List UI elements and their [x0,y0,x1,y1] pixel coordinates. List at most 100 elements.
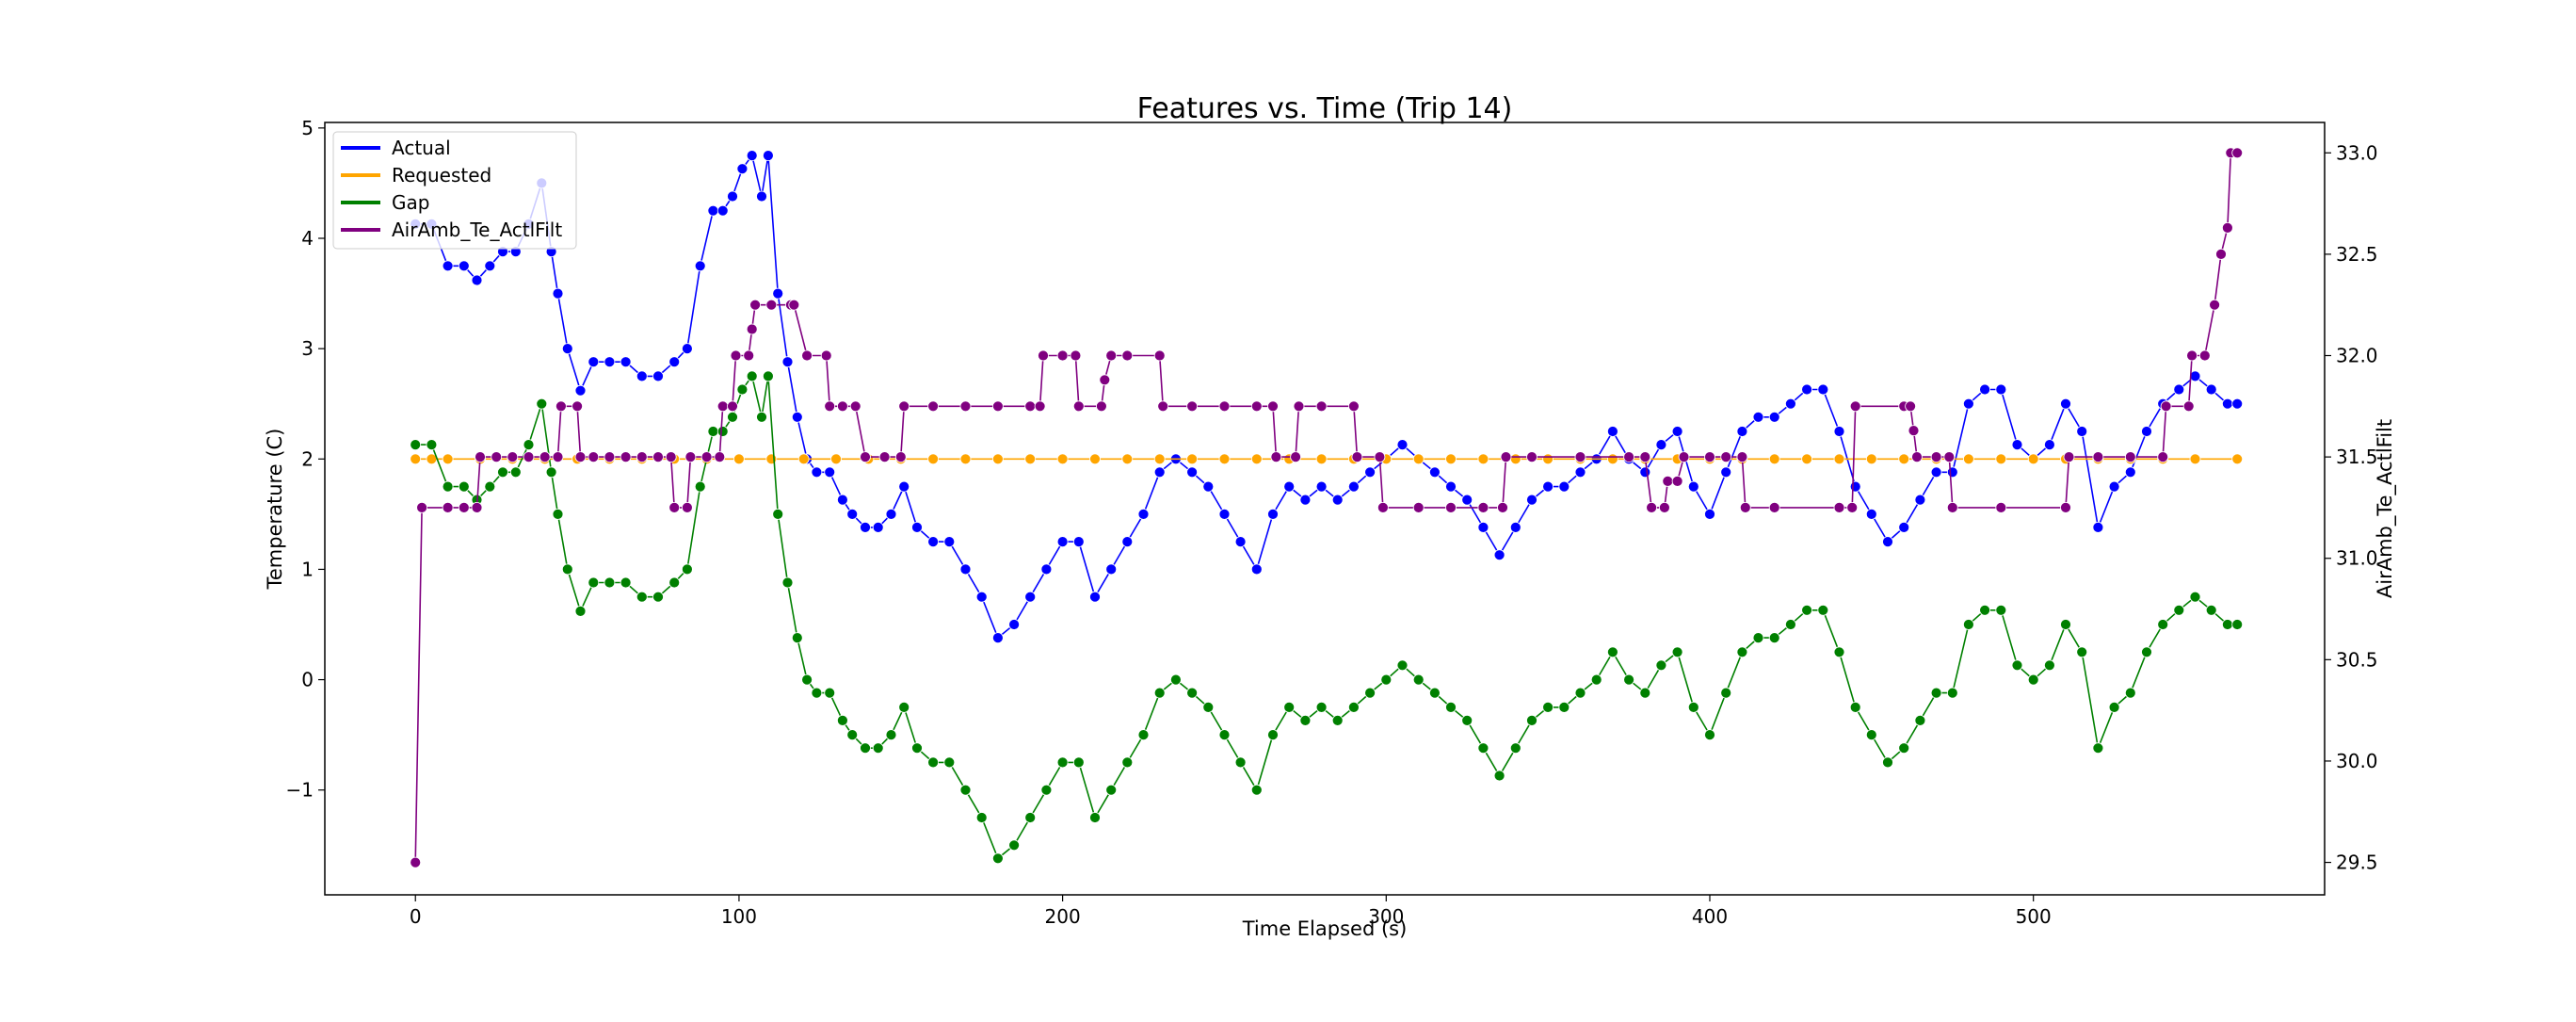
data-point-gap [682,563,693,576]
data-point-actual [471,274,483,286]
data-point-airamb-te-actlfilt [927,400,939,413]
data-point-airamb-te-actlfilt [1768,502,1780,513]
data-point-airamb-te-actlfilt [507,451,519,463]
data-point-gap [1364,687,1376,699]
data-point-actual [1315,480,1328,493]
data-point-airamb-te-actlfilt [1348,400,1360,413]
data-point-gap [2205,604,2217,616]
data-point-gap [1445,702,1457,713]
data-point-airamb-te-actlfilt [1911,451,1923,463]
data-point-gap [911,742,923,754]
data-point-gap [1817,604,1829,616]
data-point-airamb-te-actlfilt [539,451,551,463]
data-point-actual [1607,426,1618,437]
data-point-gap [1412,673,1425,686]
data-point-gap [1785,619,1796,630]
data-point-gap [1396,659,1409,672]
data-point-actual [1930,466,1942,479]
data-point-requested [1768,453,1780,465]
data-point-gap [746,370,758,382]
y-tick-label: 3 [301,337,314,360]
data-point-gap [1962,619,1974,630]
legend-box [332,131,577,250]
data-point-actual [763,150,774,162]
data-point-airamb-te-actlfilt [1096,400,1107,413]
data-point-gap [2231,619,2244,630]
chart-title: Features vs. Time (Trip 14) [1137,92,1513,125]
data-point-airamb-te-actlfilt [684,451,697,463]
data-point-actual [668,356,681,368]
data-point-gap [2157,619,2169,630]
series-line-actual [415,154,2238,640]
data-point-actual [2124,466,2136,479]
data-point-gap [1283,702,1296,713]
data-point-actual [2108,480,2120,493]
data-point-requested [1153,453,1166,465]
data-point-actual [1720,466,1732,479]
data-point-airamb-te-actlfilt [849,400,861,413]
data-point-airamb-te-actlfilt [1736,451,1748,463]
data-point-requested [2027,453,2039,465]
data-point-gap [2060,619,2071,630]
data-point-airamb-te-actlfilt [471,502,483,513]
data-point-airamb-te-actlfilt [730,349,742,362]
data-point-actual [1849,480,1861,493]
data-point-airamb-te-actlfilt [491,451,503,463]
data-point-gap [716,426,729,437]
data-point-airamb-te-actlfilt [1034,400,1046,413]
data-point-gap [1186,687,1198,699]
data-point-airamb-te-actlfilt [1290,451,1301,463]
data-point-actual [811,466,823,479]
data-point-gap [2221,619,2233,630]
data-point-actual [992,632,1004,643]
y-tick-label: 0 [301,669,314,691]
data-point-requested [959,453,972,465]
data-point-actual [1736,426,1748,437]
data-point-airamb-te-actlfilt [1070,349,1082,362]
data-point-actual [1348,480,1360,493]
y2-tick-label: 32.0 [2336,345,2378,367]
data-point-gap [1946,687,1958,699]
data-point-gap [811,687,823,699]
data-point-airamb-te-actlfilt [992,400,1004,413]
data-point-actual [1493,549,1505,561]
data-point-gap [1056,756,1069,769]
data-point-actual [716,204,729,217]
data-point-airamb-te-actlfilt [1270,451,1282,463]
data-point-actual [943,536,956,547]
data-point-requested [1218,453,1231,465]
data-point-airamb-te-actlfilt [442,502,454,513]
data-point-gap [442,480,454,493]
data-point-gap [1526,715,1538,726]
data-point-gap [410,439,422,451]
y2-tick-label: 33.0 [2336,141,2378,164]
data-point-actual [2011,439,2023,451]
data-point-gap [1493,770,1505,782]
data-point-airamb-te-actlfilt [2215,248,2227,260]
data-point-gap [1477,742,1489,754]
data-point-airamb-te-actlfilt [1849,400,1861,413]
data-point-airamb-te-actlfilt [824,400,836,413]
y-tick-label: −1 [286,779,314,802]
legend-label-actual: Actual [392,137,451,159]
data-point-airamb-te-actlfilt [2209,299,2221,311]
data-point-actual [1752,411,1764,423]
data-point-gap [523,439,535,451]
data-point-airamb-te-actlfilt [820,349,832,362]
data-point-actual [2231,397,2244,410]
data-point-gap [872,742,884,754]
data-point-actual [442,260,454,272]
data-point-gap [2173,604,2185,616]
data-point-airamb-te-actlfilt [1739,502,1751,513]
data-point-actual [1072,536,1085,547]
axis-layer: 0 100 200 300 400 500 −1 0 1 2 3 4 5 29.5 30.0 30.5 31.0… [286,117,2378,928]
data-point-gap [736,383,749,396]
data-point-actual [574,384,587,397]
data-point-actual [1218,509,1231,520]
data-point-actual [2043,439,2055,451]
data-point-gap [458,480,470,493]
data-point-gap [2043,659,2055,672]
data-point-requested [1542,453,1554,465]
data-point-gap [620,576,632,589]
